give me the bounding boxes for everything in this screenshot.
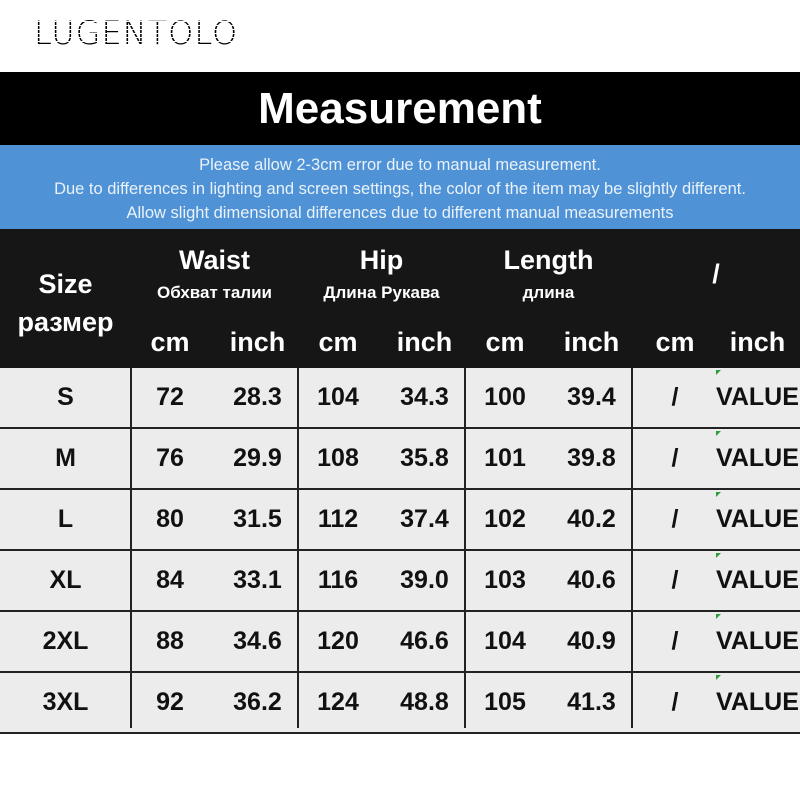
comment-marker-icon bbox=[716, 553, 721, 558]
length-header: Length bbox=[503, 245, 594, 275]
value-cell: / bbox=[671, 505, 679, 533]
value-cell: 104 bbox=[317, 383, 359, 411]
unit-label: cm bbox=[655, 327, 695, 357]
value-cell: 35.8 bbox=[400, 444, 449, 472]
value-cell: / bbox=[671, 688, 679, 716]
comment-marker-icon bbox=[716, 370, 721, 375]
value-cell: 88 bbox=[156, 627, 184, 655]
notice-line: Due to differences in lighting and scree… bbox=[54, 180, 746, 198]
value-cell: 28.3 bbox=[233, 383, 282, 411]
unit-label: inch bbox=[729, 327, 786, 357]
unit-label: cm bbox=[485, 327, 525, 357]
value-cell: 112 bbox=[317, 505, 359, 533]
value-cell: 29.9 bbox=[233, 444, 282, 472]
waist-header: Waist bbox=[178, 245, 250, 275]
divider bbox=[464, 368, 466, 728]
value-cell: 80 bbox=[156, 505, 184, 533]
value-cell: VALUE bbox=[716, 627, 799, 655]
value-cell: 116 bbox=[317, 566, 359, 594]
value-cell: 34.6 bbox=[233, 627, 282, 655]
waist-sub: Обхват талии bbox=[157, 283, 272, 302]
value-cell: 36.2 bbox=[233, 688, 282, 716]
size-cell: 2XL bbox=[42, 627, 89, 655]
value-cell: VALUE bbox=[716, 566, 799, 594]
size-label: Size bbox=[38, 269, 93, 299]
unit-label: inch bbox=[229, 327, 286, 357]
value-cell: 34.3 bbox=[400, 383, 449, 411]
value-cell: 103 bbox=[484, 566, 526, 594]
table-row: S 72 28.3 104 34.3 100 39.4 / VALUE bbox=[0, 368, 800, 429]
brand-logo: LUGENTOLO bbox=[34, 14, 239, 52]
page-title: Measurement bbox=[0, 72, 800, 145]
value-cell: 39.8 bbox=[567, 444, 616, 472]
value-cell: 39.0 bbox=[400, 566, 449, 594]
size-table-body: S 72 28.3 104 34.3 100 39.4 / VALUE M 76 29.9 108 35.… bbox=[0, 368, 800, 734]
divider bbox=[297, 368, 299, 728]
unit-label: inch bbox=[396, 327, 453, 357]
value-cell: / bbox=[671, 566, 679, 594]
size-cell: XL bbox=[49, 566, 82, 594]
value-cell: VALUE bbox=[716, 688, 799, 716]
value-cell: 84 bbox=[156, 566, 184, 594]
extra-header: / bbox=[712, 259, 720, 289]
value-cell: 124 bbox=[317, 688, 359, 716]
comment-marker-icon bbox=[716, 492, 721, 497]
value-cell: / bbox=[671, 383, 679, 411]
value-cell: 100 bbox=[484, 383, 526, 411]
value-cell: 120 bbox=[317, 627, 359, 655]
value-cell: 40.6 bbox=[567, 566, 616, 594]
value-cell: 102 bbox=[484, 505, 526, 533]
value-cell: 48.8 bbox=[400, 688, 449, 716]
table-row: 2XL 88 34.6 120 46.6 104 40.9 / VALUE bbox=[0, 612, 800, 673]
comment-marker-icon bbox=[716, 614, 721, 619]
value-cell: / bbox=[671, 444, 679, 472]
value-cell: 101 bbox=[484, 444, 526, 472]
unit-label: inch bbox=[563, 327, 620, 357]
value-cell: 40.2 bbox=[567, 505, 616, 533]
value-cell: / bbox=[671, 627, 679, 655]
value-cell: 40.9 bbox=[567, 627, 616, 655]
value-cell: 104 bbox=[484, 627, 526, 655]
hip-header: Hip bbox=[359, 245, 404, 275]
value-cell: 41.3 bbox=[567, 688, 616, 716]
table-header: Size размер Waist Обхват талии Hip Длина… bbox=[0, 229, 800, 368]
notice-banner: Please allow 2-3cm error due to manual m… bbox=[0, 145, 800, 229]
value-cell: 33.1 bbox=[233, 566, 282, 594]
value-cell: VALUE bbox=[716, 444, 799, 472]
notice-line: Please allow 2-3cm error due to manual m… bbox=[199, 156, 601, 174]
table-row: 3XL 92 36.2 124 48.8 105 41.3 / VALUE bbox=[0, 673, 800, 734]
table-row: XL 84 33.1 116 39.0 103 40.6 / VALUE bbox=[0, 551, 800, 612]
unit-label: cm bbox=[150, 327, 190, 357]
size-cell: L bbox=[57, 505, 74, 533]
comment-marker-icon bbox=[716, 675, 721, 680]
divider bbox=[631, 368, 633, 728]
table-row: M 76 29.9 108 35.8 101 39.8 / VALUE bbox=[0, 429, 800, 490]
value-cell: 46.6 bbox=[400, 627, 449, 655]
value-cell: 72 bbox=[156, 383, 184, 411]
unit-label: cm bbox=[318, 327, 358, 357]
value-cell: 105 bbox=[484, 688, 526, 716]
value-cell: 31.5 bbox=[233, 505, 282, 533]
size-cell: S bbox=[57, 383, 74, 411]
length-sub: длина bbox=[522, 283, 575, 302]
size-cell: 3XL bbox=[42, 688, 89, 716]
value-cell: 76 bbox=[156, 444, 184, 472]
notice-line: Allow slight dimensional differences due… bbox=[126, 204, 674, 222]
table-row: L 80 31.5 112 37.4 102 40.2 / VALUE bbox=[0, 490, 800, 551]
value-cell: 108 bbox=[317, 444, 359, 472]
size-label-ru: размер bbox=[17, 307, 114, 337]
size-cell: M bbox=[55, 444, 76, 472]
hip-sub: Длина Рукава bbox=[323, 283, 440, 302]
divider bbox=[130, 368, 132, 728]
value-cell: VALUE bbox=[716, 505, 799, 533]
value-cell: 92 bbox=[156, 688, 184, 716]
comment-marker-icon bbox=[716, 431, 721, 436]
size-header: Size размер bbox=[0, 265, 131, 341]
value-cell: 37.4 bbox=[400, 505, 449, 533]
value-cell: VALUE bbox=[716, 383, 799, 411]
value-cell: 39.4 bbox=[567, 383, 616, 411]
